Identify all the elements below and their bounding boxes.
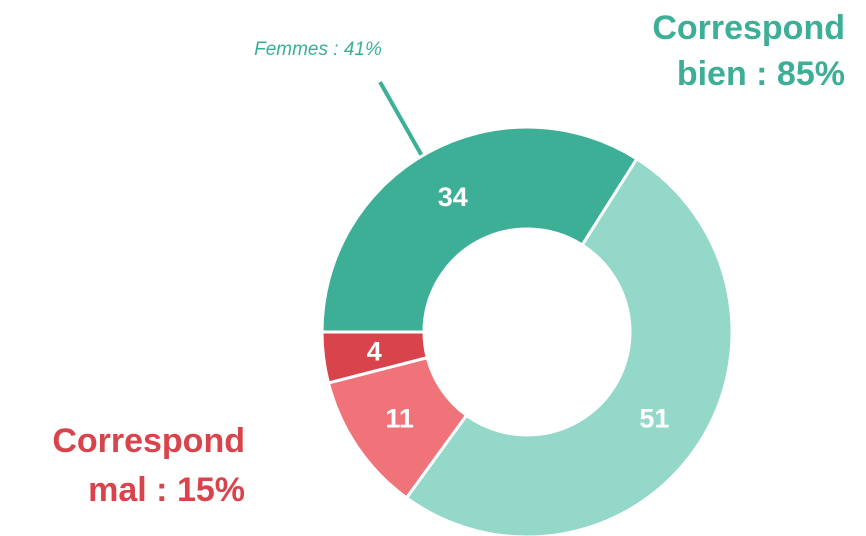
- group-label: Correspond: [52, 422, 245, 460]
- data-label: 11: [385, 404, 414, 434]
- donut-segment: [320, 125, 639, 334]
- annotation-leader: [378, 81, 424, 157]
- donut-segment: [404, 156, 734, 536]
- data-label: 51: [639, 404, 669, 434]
- group-label: mal : 15%: [88, 471, 245, 509]
- donut-segment: [320, 330, 430, 385]
- group-label: Correspond: [652, 9, 845, 47]
- data-label: 4: [367, 336, 382, 366]
- data-label: 34: [438, 182, 468, 212]
- group-label: bien : 85%: [677, 55, 845, 93]
- annotation: Femmes : 41%: [254, 39, 382, 60]
